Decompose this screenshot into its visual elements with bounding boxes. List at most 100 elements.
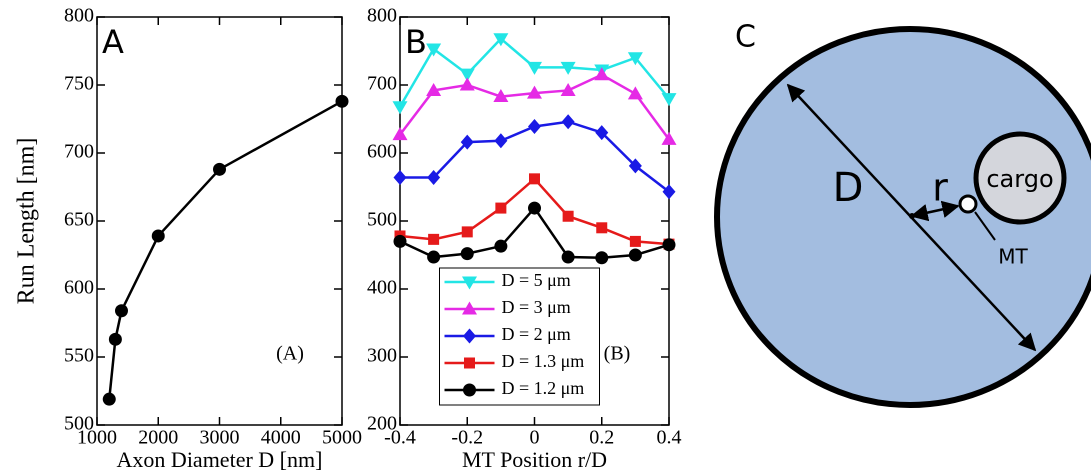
marker <box>661 131 677 145</box>
x-tick-label: 1000 <box>77 427 117 449</box>
cargo-label: cargo <box>986 165 1053 193</box>
plot-frame <box>96 16 343 426</box>
x-tick-label: -0.4 <box>384 427 416 449</box>
x-axis-label: MT Position r/D <box>462 447 607 472</box>
marker <box>464 357 475 369</box>
panel-label: C <box>735 20 756 55</box>
y-tick-label: 300 <box>367 345 397 367</box>
marker <box>392 127 408 141</box>
mt <box>958 194 978 214</box>
center <box>909 213 915 219</box>
y-tick-label: 800 <box>64 5 94 27</box>
marker <box>462 276 477 290</box>
legend-label: D = 1.2 μm <box>502 378 585 398</box>
marker <box>494 133 508 149</box>
marker <box>151 229 165 243</box>
marker <box>426 82 442 96</box>
y-tick-label: 700 <box>367 73 397 95</box>
marker <box>213 162 226 176</box>
marker <box>495 202 507 214</box>
marker <box>561 114 575 130</box>
marker <box>459 68 475 82</box>
marker <box>460 134 474 150</box>
marker <box>627 86 643 100</box>
marker <box>494 239 508 253</box>
y-tick-label: 500 <box>367 209 397 231</box>
y-tick-label: 600 <box>367 141 397 163</box>
marker <box>428 233 440 245</box>
mt-pointer <box>974 211 996 241</box>
marker <box>393 234 407 248</box>
marker <box>427 250 441 264</box>
y-tick-label: 800 <box>367 5 397 27</box>
x-tick-label: 0.4 <box>657 427 682 449</box>
marker <box>562 210 574 222</box>
series-line <box>108 100 343 400</box>
marker <box>628 248 642 262</box>
marker <box>527 85 542 99</box>
marker <box>426 43 442 57</box>
marker <box>427 169 441 185</box>
marker <box>560 61 576 75</box>
marker <box>594 67 610 81</box>
marker <box>461 226 473 238</box>
marker <box>102 392 116 406</box>
y-tick-label: 550 <box>64 345 94 367</box>
x-tick-label: -0.2 <box>451 427 483 449</box>
marker <box>628 158 642 174</box>
y-tick-label: 400 <box>367 277 397 299</box>
marker <box>463 328 476 344</box>
mt-label: MT <box>998 245 1028 269</box>
legend-label: D = 1.3 μm <box>502 351 585 371</box>
marker <box>595 125 609 141</box>
y-tick-label: 700 <box>64 141 94 163</box>
marker <box>629 235 641 247</box>
radius-label: r <box>932 166 948 210</box>
y-tick-label: 600 <box>64 277 94 299</box>
y-tick-label: 200 <box>367 413 397 435</box>
legend-label: D = 2 μm <box>502 324 571 344</box>
radius-arrow <box>910 200 960 222</box>
legend-label: D = 3 μm <box>502 297 571 317</box>
marker <box>335 94 349 108</box>
marker <box>462 301 477 315</box>
marker <box>392 101 408 115</box>
marker <box>661 93 677 107</box>
y-tick-label: 500 <box>64 413 94 435</box>
diameter-label: D <box>833 165 864 211</box>
marker <box>463 383 476 397</box>
marker <box>527 61 542 75</box>
panel-label: B <box>405 23 427 61</box>
marker <box>115 304 128 318</box>
x-tick-label: 5000 <box>322 427 362 449</box>
x-tick-label: 0.2 <box>589 427 614 449</box>
series-line <box>399 206 670 259</box>
x-tick-label: 2000 <box>138 427 178 449</box>
marker <box>561 250 575 264</box>
x-tick-label: 3000 <box>200 427 240 449</box>
marker <box>662 238 676 252</box>
annotation: (A) <box>276 343 304 365</box>
marker <box>560 82 576 96</box>
marker <box>393 169 407 185</box>
marker <box>493 33 509 47</box>
marker <box>528 118 541 134</box>
marker <box>493 89 509 103</box>
annotation: (B) <box>604 343 631 365</box>
marker <box>595 251 609 265</box>
y-tick-label: 750 <box>64 73 94 95</box>
legend-label: D = 5 μm <box>502 270 571 290</box>
y-axis-label: Run Length [nm] <box>14 138 40 305</box>
y-tick-label: 650 <box>64 209 94 231</box>
marker <box>528 201 541 215</box>
x-tick-label: 4000 <box>261 427 301 449</box>
marker <box>460 247 474 261</box>
marker <box>596 222 608 234</box>
x-tick-label: 0 <box>530 427 540 449</box>
panel-label: A <box>102 23 124 61</box>
marker <box>529 173 540 185</box>
marker <box>662 184 676 200</box>
marker <box>108 332 122 346</box>
